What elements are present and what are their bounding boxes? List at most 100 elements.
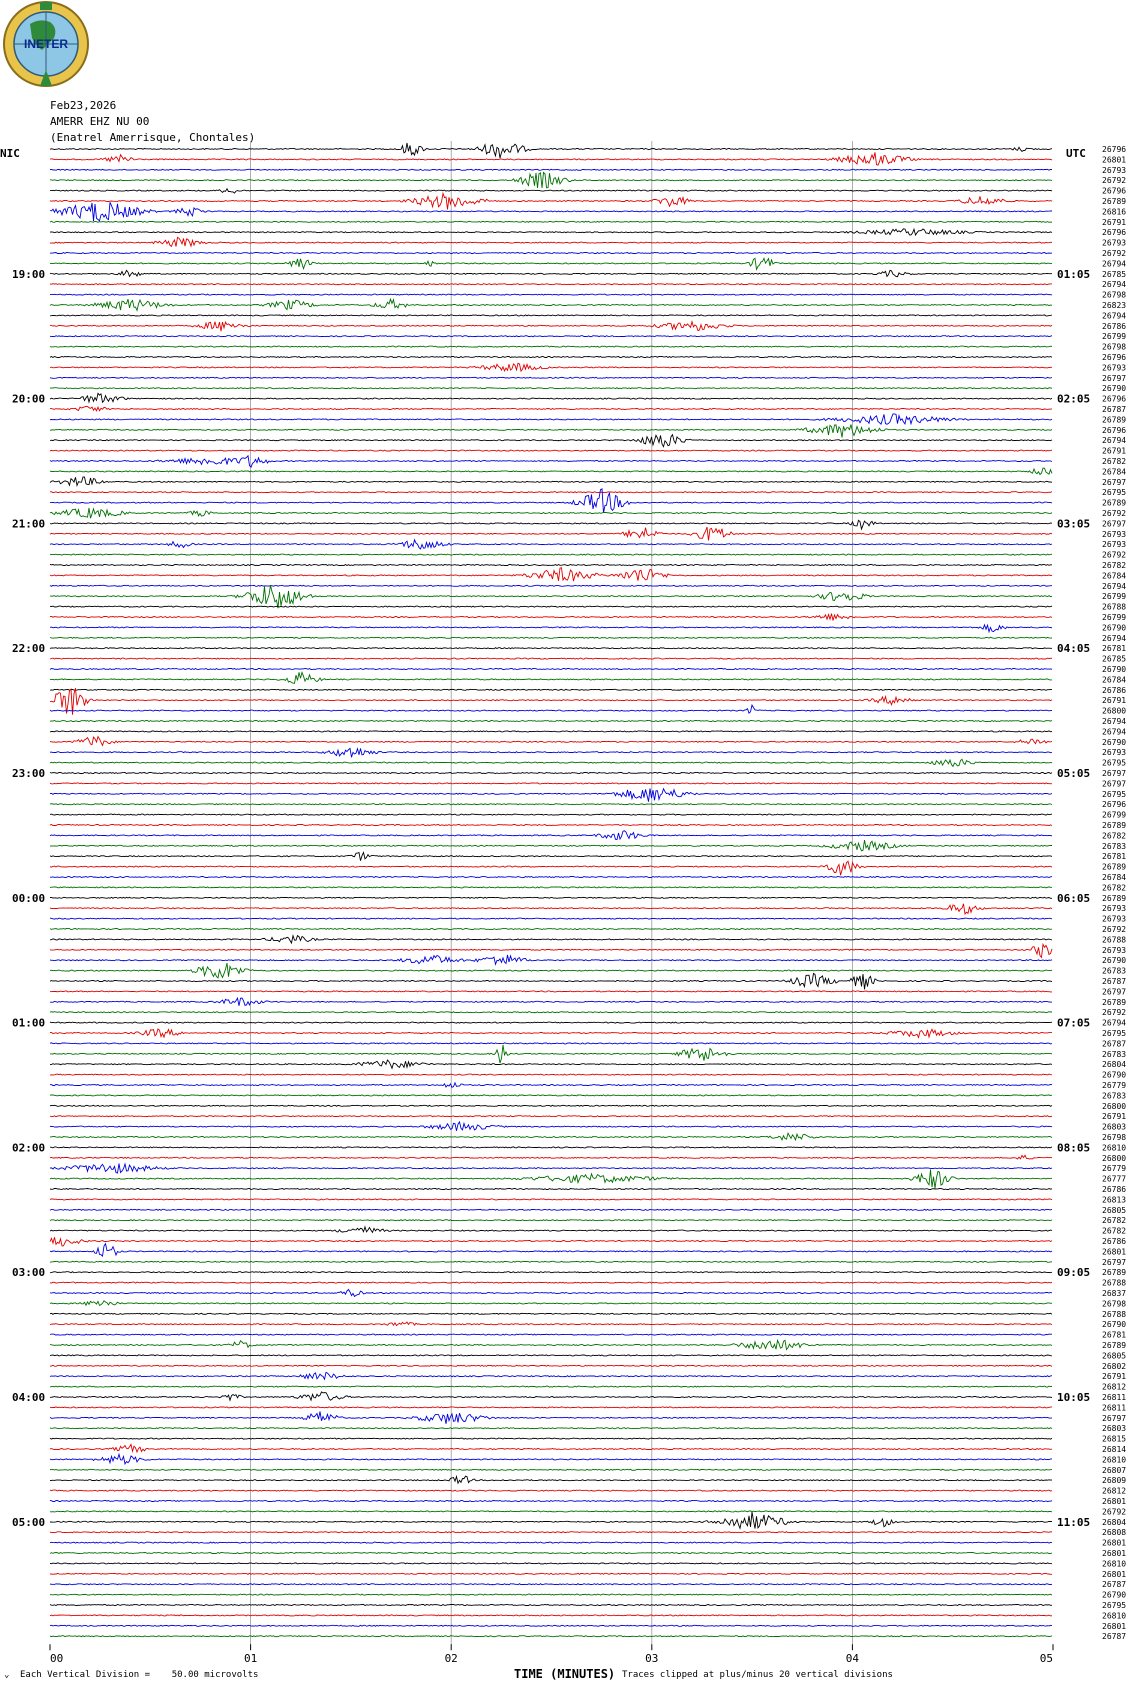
right-hour-label: 02:05 [1057,393,1090,406]
trace-row-108 [49,1271,1053,1274]
trace-code: 26789 [1102,998,1126,1007]
x-tick-label: 05 [1040,1652,1053,1665]
trace-row-9 [50,236,1053,248]
right-hour-label: 05:05 [1057,767,1090,780]
left-hour-labels: 19:00 20:00 21:00 22:00 23:00 00:00 01:00 02:00… [12,268,45,1529]
trace-code: 26804 [1102,1060,1126,1069]
x-axis-ticks: 00 01 02 03 04 05 [49,1644,1054,1665]
x-tick-label: 02 [445,1652,458,1665]
left-hour-label: 04:00 [12,1391,45,1404]
trace-row-14 [50,293,1053,296]
trace-row-139 [50,1593,1053,1596]
trace-row-120 [49,1391,1053,1402]
trace-row-117 [49,1364,1053,1367]
trace-row-75 [49,927,1053,931]
trace-code: 26796 [1102,187,1126,196]
right-hour-label: 09:05 [1057,1266,1090,1279]
trace-row-69 [49,860,1053,876]
trace-row-19 [49,345,1053,348]
trace-code: 26793 [1102,530,1126,539]
trace-code: 26792 [1102,509,1126,518]
trace-code: 26805 [1102,1206,1126,1215]
trace-row-6 [49,202,1053,222]
trace-code: 26790 [1102,384,1126,393]
trace-row-107 [49,1260,1053,1263]
trace-code: 26781 [1102,1331,1126,1340]
trace-row-48 [49,647,1052,650]
trace-code: 26790 [1102,623,1126,632]
trace-row-100 [49,1187,1053,1191]
trace-row-101 [49,1198,1053,1201]
trace-code: 26812 [1102,1487,1126,1496]
trace-row-53 [49,688,1053,715]
trace-code: 26779 [1102,1081,1126,1090]
trace-row-17 [50,320,1053,332]
trace-code: 26784 [1102,571,1126,580]
trace-row-50 [49,667,1053,671]
trace-row-40 [49,563,1052,567]
trace-code: 26787 [1102,1039,1126,1048]
trace-row-98 [49,1162,1053,1174]
trace-code: 26798 [1102,1299,1126,1308]
trace-code: 26792 [1102,1008,1126,1017]
right-hour-label: 04:05 [1057,642,1090,655]
trace-row-93 [49,1115,1053,1118]
trace-code: 26788 [1102,1279,1126,1288]
trace-code: 26816 [1102,207,1126,216]
trace-code: 26797 [1102,769,1126,778]
trace-row-65 [49,823,1053,827]
trace-row-125 [49,1443,1053,1454]
trace-code: 26781 [1102,644,1126,653]
trace-row-67 [49,840,1053,852]
trace-code: 26789 [1102,1268,1126,1277]
trace-code: 26790 [1102,1591,1126,1600]
trace-code: 26777 [1102,1175,1126,1184]
trace-row-83 [49,1011,1052,1014]
trace-row-81 [49,990,1052,993]
trace-code: 26815 [1102,1435,1126,1444]
trace-code: 26811 [1102,1393,1126,1402]
trace-row-3 [49,171,1053,189]
trace-code: 26793 [1102,363,1126,372]
trace-code: 26789 [1102,894,1126,903]
trace-row-115 [49,1338,1053,1351]
ineter-globe-logo-icon [3,1,89,87]
trace-code: 26791 [1102,1112,1126,1121]
trace-code: 26782 [1102,1227,1126,1236]
trace-code: 26802 [1102,1362,1126,1371]
record-date: Feb23,2026 [50,99,117,112]
trace-row-0 [49,142,1053,159]
right-hour-label: 06:05 [1057,892,1090,905]
trace-code: 26801 [1102,1622,1126,1631]
trace-code: 26797 [1102,478,1126,487]
trace-code: 26794 [1102,259,1126,268]
trace-code: 26784 [1102,873,1126,882]
trace-code: 26823 [1102,301,1126,310]
trace-row-18 [49,335,1053,338]
trace-row-85 [49,1028,1052,1039]
trace-code: 26782 [1102,1216,1126,1225]
trace-code: 26796 [1102,426,1126,435]
trace-row-55 [49,719,1053,723]
trace-row-41 [49,567,1053,582]
trace-row-1 [50,152,1053,166]
trace-row-82 [50,996,1052,1006]
trace-code: 26797 [1102,1414,1126,1423]
trace-row-8 [49,227,1053,237]
trace-code: 26787 [1102,1580,1126,1589]
trace-code: 26801 [1102,155,1126,164]
trace-code: 26794 [1102,634,1126,643]
trace-code: 26784 [1102,467,1126,476]
trace-row-112 [49,1312,1053,1315]
right-hour-label: 07:05 [1057,1017,1090,1030]
trace-code: 26814 [1102,1445,1126,1454]
trace-row-52 [49,688,1053,691]
trace-code: 26781 [1102,852,1126,861]
left-hour-label: 05:00 [12,1516,45,1529]
trace-code: 26789 [1102,499,1126,508]
trace-row-22 [49,376,1053,379]
trace-code: 26797 [1102,987,1126,996]
trace-row-116 [49,1354,1053,1357]
trace-row-62 [49,787,1053,802]
trace-code: 26795 [1102,488,1126,497]
